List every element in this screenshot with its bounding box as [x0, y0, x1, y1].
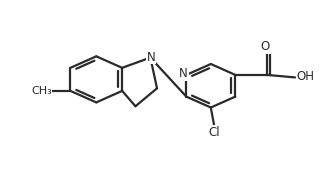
Text: Cl: Cl [208, 126, 220, 139]
Text: N: N [147, 50, 156, 64]
Text: N: N [179, 67, 188, 80]
Text: O: O [261, 40, 270, 53]
Text: OH: OH [297, 70, 315, 84]
Text: CH₃: CH₃ [31, 86, 52, 96]
